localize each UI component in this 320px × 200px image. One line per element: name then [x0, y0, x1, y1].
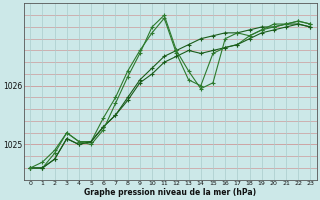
- X-axis label: Graphe pression niveau de la mer (hPa): Graphe pression niveau de la mer (hPa): [84, 188, 256, 197]
